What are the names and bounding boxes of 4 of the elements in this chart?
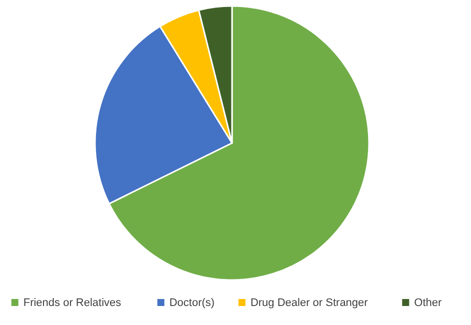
legend-label: Doctor(s): [169, 296, 215, 309]
legend-label: Other: [414, 296, 442, 309]
legend-label: Drug Dealer or Stranger: [250, 296, 368, 309]
legend-label: Friends or Relatives: [23, 296, 122, 309]
